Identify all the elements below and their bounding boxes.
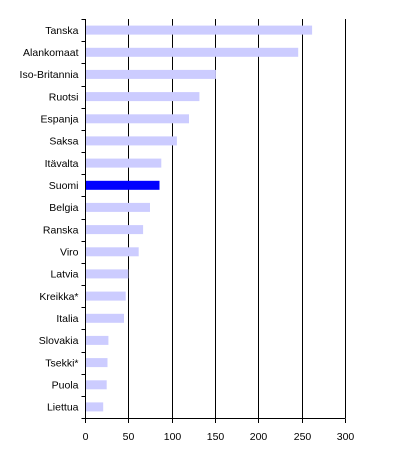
bar: [86, 69, 216, 79]
category-label: Italia: [56, 313, 78, 325]
bar: [86, 335, 109, 345]
bar: [86, 247, 139, 257]
labels: 0 50 100 150 200 250 300 Tanska Alankomaat Iso-Br…: [20, 25, 355, 443]
category-label: Liettua: [47, 402, 79, 414]
bar: [86, 136, 177, 146]
bar: [86, 158, 162, 168]
bar: [86, 47, 299, 57]
category-label: Suomi: [49, 180, 79, 192]
category-label: Slovakia: [39, 335, 79, 347]
x-tick-label: 100: [164, 431, 182, 443]
x-tick-label: 150: [207, 431, 225, 443]
bar: [86, 225, 144, 235]
x-tick-label: 200: [250, 431, 268, 443]
bar: [86, 291, 126, 301]
category-label: Kreikka*: [39, 291, 78, 303]
category-label: Ranska: [43, 224, 79, 236]
category-label: Iso-Britannia: [20, 69, 79, 81]
axes: [81, 19, 346, 423]
bar-highlight: [86, 180, 160, 190]
bar: [86, 92, 200, 102]
x-tick-label: 50: [123, 431, 135, 443]
category-label: Alankomaat: [23, 47, 79, 59]
x-tick-label: 300: [337, 431, 355, 443]
category-label: Tsekki*: [45, 357, 78, 369]
category-label: Belgia: [49, 202, 78, 214]
category-label: Viro: [60, 247, 79, 259]
bars: [86, 25, 313, 412]
bar: [86, 269, 129, 279]
category-label: Latvia: [50, 269, 78, 281]
category-label: Itävalta: [45, 158, 79, 170]
category-label: Tanska: [45, 25, 78, 37]
category-label: Puola: [52, 380, 79, 392]
bar: [86, 25, 313, 35]
bar: [86, 313, 124, 323]
x-tick-label: 250: [294, 431, 312, 443]
x-tick-label: 0: [83, 431, 89, 443]
bar: [86, 380, 107, 390]
category-label: Ruotsi: [49, 91, 79, 103]
category-label: Espanja: [41, 114, 79, 126]
bar: [86, 402, 104, 412]
category-label: Saksa: [49, 136, 78, 148]
bar: [86, 202, 150, 212]
gridlines: [128, 19, 346, 418]
bar: [86, 358, 108, 368]
bar: [86, 114, 189, 124]
